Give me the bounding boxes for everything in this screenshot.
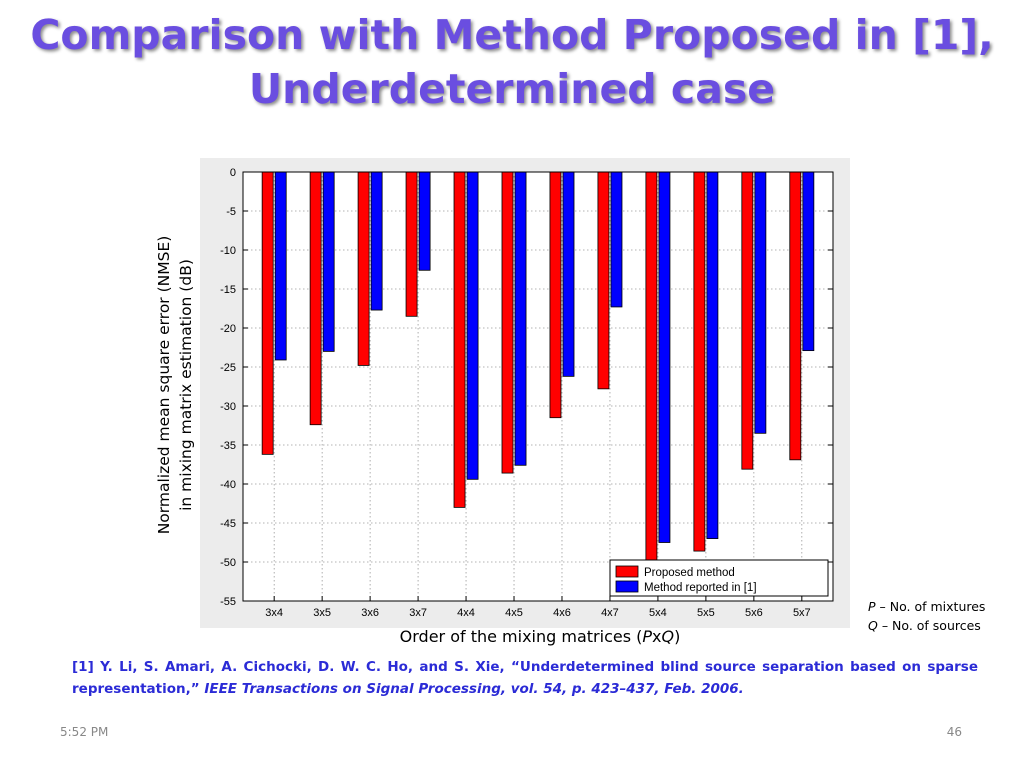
y-axis-label: Normalized mean square error (NMSE) in m… [153,236,197,535]
bar-method-reported [802,171,815,352]
footer-time: 5:52 PM [60,725,109,739]
y-tick-label: -30 [220,401,236,413]
bar-method-reported [610,171,623,308]
y-axis-label-line-2: in mixing matrix estimation (dB) [177,259,195,511]
note-q-text: – No. of sources [877,618,981,633]
x-tick-label: 5x5 [697,607,715,619]
x-tick-label: 3x5 [313,607,331,619]
bar-method-reported [274,171,287,361]
legend-label: Method reported in [1] [644,582,757,594]
x-tick-label: 4x7 [601,607,619,619]
axes-box [242,171,834,602]
note-p: P – No. of mixtures [868,597,985,616]
page-number: 46 [946,725,962,739]
bar-method-reported [706,171,719,540]
x-axis-label-x: x [652,627,662,646]
title-line-2: Underdetermined case [248,65,776,113]
plot-area [243,172,833,601]
bar-proposed-method [789,171,802,461]
bar-method-reported [562,171,575,377]
x-tick-label: 3x4 [265,607,283,619]
bar-proposed-method [261,171,274,455]
bar-proposed-method [453,171,466,508]
y-tick-label: 0 [230,167,236,179]
y-tick-label: -45 [220,518,236,530]
variable-notes: P – No. of mixtures Q – No. of sources [868,597,985,635]
y-tick-label: -20 [220,323,236,335]
y-tick-label: -35 [220,440,236,452]
x-tick-label: 5x4 [649,607,667,619]
legend-swatch [615,565,639,578]
y-tick-label: -5 [226,206,236,218]
note-q-var: Q [868,618,878,633]
y-tick-label: -25 [220,362,236,374]
bar-method-reported [754,171,767,434]
reference-citation: [1] Y. Li, S. Amari, A. Cichocki, D. W. … [72,656,978,700]
x-axis-label: Order of the mixing matrices (PxQ) [250,627,830,646]
x-tick-label: 5x7 [793,607,811,619]
y-tick-label: -40 [220,479,236,491]
x-tick-label: 4x5 [505,607,523,619]
title-line-1: Comparison with Method Proposed in [1], [30,11,994,59]
x-axis-label-suffix: ) [674,627,681,646]
bar-method-reported [418,171,431,271]
legend-box [609,559,829,597]
legend-label: Proposed method [644,567,735,579]
x-tick-label: 3x6 [361,607,379,619]
x-axis-label-q: Q [661,627,675,646]
note-p-var: P [868,599,876,614]
bar-method-reported [658,171,671,543]
bar-proposed-method [645,171,658,572]
bar-proposed-method [357,171,370,366]
x-axis-label-prefix: Order of the mixing matrices ( [399,627,643,646]
bar-proposed-method [741,171,754,470]
bar-chart: 0 -5 -10 -15 -20 -25 -30 -35 -40 -45 -50 -55 3x4 3x5 3… [200,158,850,628]
bar-proposed-method [309,171,322,426]
bar-proposed-method [405,171,418,317]
reference-journal: IEEE Transactions on Signal Processing, … [204,681,744,697]
bar-method-reported [466,171,479,480]
y-tick-label: -50 [220,557,236,569]
bar-method-reported [514,171,527,466]
y-tick-label: -15 [220,284,236,296]
y-axis-label-line-1: Normalized mean square error (NMSE) [155,235,173,535]
bar-proposed-method [597,171,610,390]
legend-swatch [615,580,639,593]
y-tick-label: -55 [220,596,236,608]
bar-method-reported [322,171,335,352]
bar-proposed-method [501,171,514,474]
slide-title: Comparison with Method Proposed in [1], … [0,8,1024,116]
reference-prefix: [1] Y. Li, S. Amari, A. Cichocki, D. W. … [72,659,978,697]
bar-proposed-method [693,171,706,552]
x-tick-label: 4x6 [553,607,571,619]
y-tick-label: -10 [220,245,236,257]
bar-method-reported [370,171,383,311]
x-tick-label: 3x7 [409,607,427,619]
note-p-text: – No. of mixtures [875,599,986,614]
note-q: Q – No. of sources [868,616,985,635]
x-tick-label: 5x6 [745,607,763,619]
x-axis-label-p: P [642,627,653,646]
bar-proposed-method [549,171,562,419]
x-tick-label: 4x4 [457,607,475,619]
